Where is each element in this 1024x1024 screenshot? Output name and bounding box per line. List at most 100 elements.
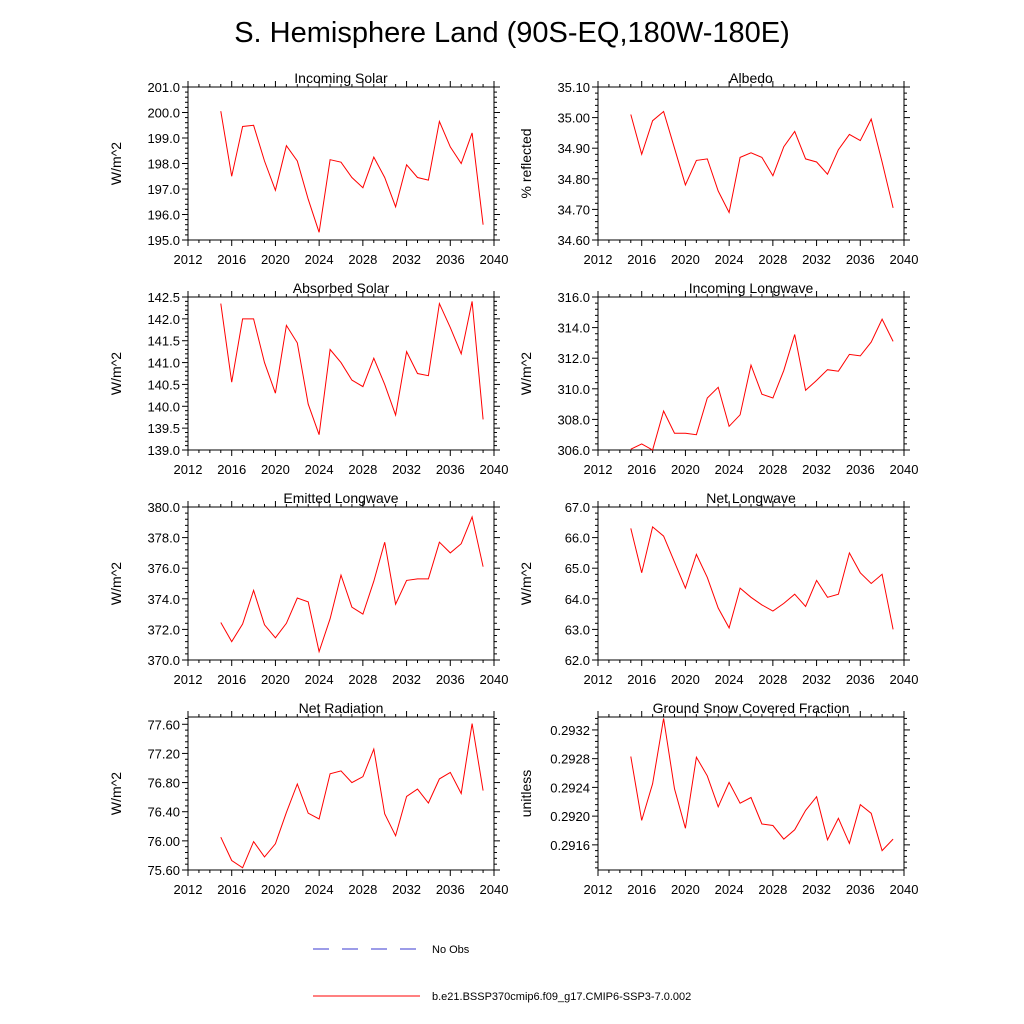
y-tick-label: 64.0 (565, 592, 590, 607)
data-point (230, 175, 233, 178)
data-point (296, 341, 299, 344)
data-point (771, 610, 774, 613)
data-point (695, 553, 698, 556)
legend-label-no-obs: No Obs (432, 944, 470, 956)
x-tick-label: 2032 (802, 252, 831, 267)
data-point (329, 158, 332, 161)
data-point (695, 756, 698, 759)
y-tick-label: 142.0 (147, 312, 180, 327)
x-tick-label: 2028 (348, 462, 377, 477)
data-point (438, 541, 441, 544)
data-point (651, 449, 654, 452)
y-tick-label: 34.80 (557, 172, 590, 187)
y-tick-label: 35.10 (557, 80, 590, 95)
series-line (220, 723, 484, 869)
data-point (230, 381, 233, 384)
data-point (782, 369, 785, 372)
y-tick-label: 370.0 (147, 653, 180, 668)
y-axis-label: W/m^2 (518, 562, 534, 605)
data-point (438, 302, 441, 305)
data-point (405, 163, 408, 166)
data-point (804, 809, 807, 812)
y-tick-label: 34.70 (557, 202, 590, 217)
data-point (416, 176, 419, 179)
data-point (793, 593, 796, 596)
y-axis-label: W/m^2 (518, 352, 534, 395)
x-tick-label: 2032 (392, 882, 421, 897)
y-tick-label: 376.0 (147, 561, 180, 576)
data-point (416, 788, 419, 791)
data-point (241, 317, 244, 320)
y-tick-label: 75.60 (147, 863, 180, 878)
x-tick-label: 2040 (480, 252, 509, 267)
y-tick-label: 316.0 (557, 290, 590, 305)
data-point (815, 795, 818, 798)
y-tick-label: 77.20 (147, 746, 180, 761)
data-point (706, 774, 709, 777)
y-tick-label: 76.40 (147, 805, 180, 820)
data-point (848, 353, 851, 356)
x-tick-label: 2016 (217, 882, 246, 897)
data-point (848, 133, 851, 136)
y-tick-label: 0.2916 (550, 838, 590, 853)
panel-1: Albedo % reflected 2012 2016 2020 2024 2028 203… (518, 70, 918, 267)
data-point (252, 124, 255, 127)
plot-frame (187, 506, 495, 661)
panel-title: Albedo (729, 70, 773, 86)
data-point (826, 838, 829, 841)
data-point (640, 442, 643, 445)
data-point (673, 432, 676, 435)
y-tick-label: 306.0 (557, 443, 590, 458)
data-point (892, 206, 895, 209)
x-tick-label: 2032 (392, 252, 421, 267)
data-point (372, 156, 375, 159)
x-tick-label: 2024 (305, 672, 334, 687)
y-axis-label: W/m^2 (108, 772, 124, 815)
y-tick-label: 198.0 (147, 157, 180, 172)
x-tick-label: 2028 (758, 672, 787, 687)
data-point (427, 577, 430, 580)
data-point (296, 783, 299, 786)
data-point (252, 589, 255, 592)
data-point (361, 385, 364, 388)
data-point (285, 811, 288, 814)
data-point (684, 183, 687, 186)
data-point (815, 579, 818, 582)
data-point (728, 781, 731, 784)
x-tick-label: 2020 (261, 882, 290, 897)
data-point (793, 130, 796, 133)
x-tick-label: 2036 (436, 882, 465, 897)
data-point (307, 600, 310, 603)
x-tick-label: 2012 (174, 462, 203, 477)
y-tick-label: 66.0 (565, 531, 590, 546)
data-point (760, 156, 763, 159)
data-point (706, 157, 709, 160)
panel-title: Emitted Longwave (283, 490, 398, 506)
data-point (728, 626, 731, 629)
x-tick-label: 2020 (671, 252, 700, 267)
data-point (739, 587, 742, 590)
plot-frame (187, 296, 495, 451)
data-point (782, 602, 785, 605)
data-point (252, 840, 255, 843)
data-point (383, 541, 386, 544)
data-point (241, 125, 244, 128)
data-point (750, 796, 753, 799)
data-point (449, 771, 452, 774)
data-point (449, 551, 452, 554)
x-tick-label: 2020 (671, 672, 700, 687)
data-point (482, 789, 485, 792)
series-line (630, 110, 894, 215)
data-point (837, 370, 840, 373)
data-point (859, 139, 862, 142)
x-tick-label: 2016 (627, 462, 656, 477)
x-tick-label: 2036 (436, 462, 465, 477)
x-tick-label: 2028 (758, 462, 787, 477)
x-tick-label: 2036 (846, 462, 875, 477)
data-point (350, 176, 353, 179)
y-tick-label: 76.00 (147, 834, 180, 849)
x-tick-label: 2016 (627, 672, 656, 687)
x-tick-label: 2012 (584, 462, 613, 477)
series-line (630, 318, 894, 451)
